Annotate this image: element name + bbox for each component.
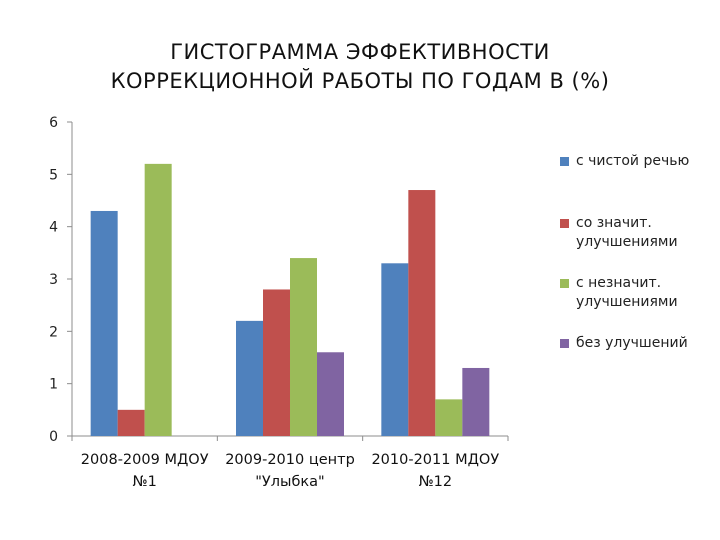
bar — [381, 263, 409, 436]
bar — [236, 320, 263, 436]
bar — [435, 399, 463, 436]
x-category-label: 2010-2011 МДОУ — [371, 452, 499, 468]
chart-title: ГИСТОГРАММА ЭФФЕКТИВНОСТИ КОРРЕКЦИОННОЙ … — [0, 38, 720, 96]
y-tick-label: 6 — [49, 115, 58, 131]
bar — [462, 367, 490, 436]
x-category-label: "Улыбка" — [255, 474, 324, 490]
legend-item-no-improvement: без улучшений — [560, 334, 706, 353]
bar — [408, 190, 436, 436]
legend-swatch-minor-improvement — [560, 279, 569, 288]
y-tick-label: 0 — [49, 429, 58, 445]
y-tick-label: 1 — [49, 377, 58, 393]
legend-item-clear-speech: с чистой речью — [560, 152, 706, 171]
y-tick-label: 4 — [49, 220, 58, 236]
y-tick-label: 2 — [49, 324, 58, 340]
bar — [317, 352, 344, 436]
bar — [144, 163, 172, 436]
y-tick-label: 3 — [49, 272, 58, 288]
legend-swatch-significant-improvement — [560, 219, 569, 228]
x-category-label: №1 — [133, 474, 157, 490]
bar — [263, 289, 290, 436]
bar — [117, 409, 145, 436]
chart-title-line-2: КОРРЕКЦИОННОЙ РАБОТЫ ПО ГОДАМ В (%) — [110, 69, 610, 93]
y-tick-label: 5 — [49, 167, 58, 183]
x-category-label: 2009-2010 центр — [225, 452, 355, 468]
legend-swatch-clear-speech — [560, 157, 569, 166]
legend-swatch-no-improvement — [560, 339, 569, 348]
x-category-label: №12 — [419, 474, 453, 490]
legend-label-clear-speech: с чистой речью — [576, 153, 690, 169]
legend-label-significant-improvement: со значит. улучшениями — [576, 215, 678, 250]
legend-item-significant-improvement: со значит. улучшениями — [560, 214, 706, 252]
bar — [290, 258, 317, 436]
x-category-label: 2008-2009 МДОУ — [81, 452, 209, 468]
legend-item-minor-improvement: с незначит. улучшениями — [560, 274, 706, 312]
legend-label-minor-improvement: с незначит. улучшениями — [576, 275, 678, 310]
chart-title-line-1: ГИСТОГРАММА ЭФФЕКТИВНОСТИ — [170, 40, 550, 64]
legend-label-no-improvement: без улучшений — [576, 335, 688, 351]
bar — [90, 210, 118, 436]
